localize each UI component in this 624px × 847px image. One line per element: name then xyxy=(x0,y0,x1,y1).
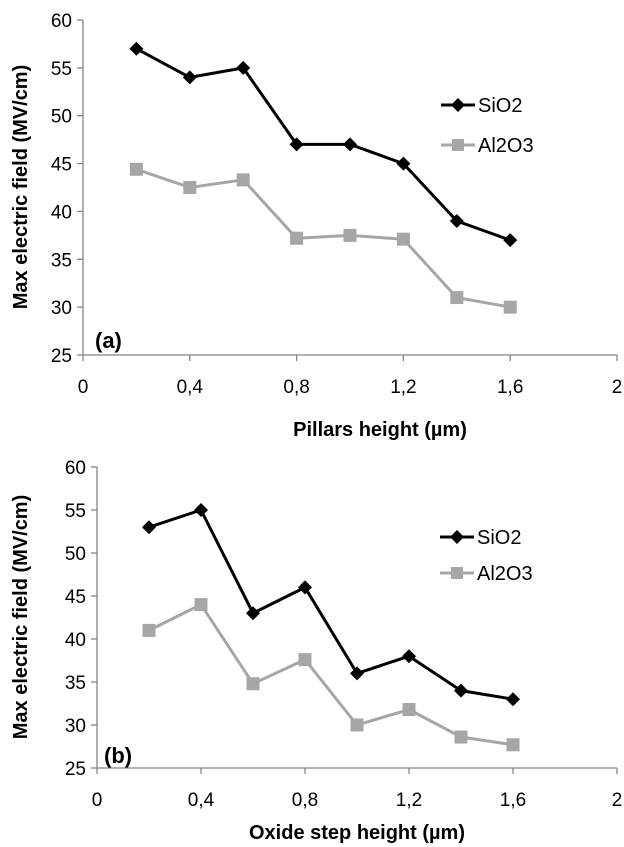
series-layer xyxy=(129,41,518,314)
y-axis-title: Max electric field (MV/cm) xyxy=(10,495,32,740)
data-point-sio2 xyxy=(289,137,304,152)
y-tick-labels: 25 30 35 40 45 50 55 60 xyxy=(65,458,97,780)
data-point-al2o3 xyxy=(350,718,364,732)
series-line-al2o3 xyxy=(135,167,511,309)
data-point-al2o3 xyxy=(290,231,304,245)
series-line-al2o3 xyxy=(148,603,514,747)
data-point-sio2 xyxy=(350,666,364,681)
data-point-sio2 xyxy=(236,60,251,75)
legend-marker-al2o3 xyxy=(451,567,463,579)
y-tick-label: 30 xyxy=(65,716,86,737)
x-tick-label: 1,6 xyxy=(497,377,523,398)
y-tick-label: 55 xyxy=(51,59,72,80)
data-point-sio2 xyxy=(182,70,197,85)
x-axis-title: Pillars height (µm) xyxy=(293,419,467,441)
y-tick-label: 35 xyxy=(51,250,72,271)
legend-marker-sio2 xyxy=(450,530,464,544)
y-tick-label: 30 xyxy=(51,298,72,319)
x-tick-labels: 0 0,4 0,8 1,2 1,6 2 xyxy=(92,768,623,811)
x-tick-labels: 0 0,4 0,8 1,2 1,6 2 xyxy=(78,355,623,398)
x-tick-label: 0,8 xyxy=(292,790,318,811)
data-point-al2o3 xyxy=(402,703,416,717)
y-tick-label: 45 xyxy=(51,155,72,176)
x-tick-label: 2 xyxy=(612,790,623,811)
x-tick-label: 0,4 xyxy=(177,377,204,398)
y-tick-label: 25 xyxy=(65,759,86,780)
data-point-al2o3 xyxy=(343,228,357,242)
data-point-sio2 xyxy=(142,520,156,535)
legend-label-al2o3: Al2O3 xyxy=(478,135,534,157)
data-point-al2o3 xyxy=(450,291,464,305)
y-tick-label: 50 xyxy=(51,107,72,128)
data-point-al2o3 xyxy=(236,173,250,187)
legend: SiO2 Al2O3 xyxy=(441,95,534,157)
data-point-al2o3 xyxy=(142,623,156,637)
legend-marker-al2o3 xyxy=(452,139,464,151)
y-tick-label: 60 xyxy=(51,11,72,32)
data-point-sio2 xyxy=(246,606,260,621)
data-point-sio2 xyxy=(503,233,518,248)
legend-marker-sio2 xyxy=(451,98,465,112)
x-tick-label: 1,2 xyxy=(396,790,422,811)
data-point-al2o3 xyxy=(396,232,410,246)
y-tick-label: 45 xyxy=(65,587,86,608)
data-point-sio2 xyxy=(506,692,520,707)
data-point-sio2 xyxy=(454,683,468,698)
data-point-al2o3 xyxy=(506,738,520,752)
panel-label: (b) xyxy=(104,743,132,768)
data-point-sio2 xyxy=(129,41,144,56)
data-point-sio2 xyxy=(449,214,464,228)
data-point-al2o3 xyxy=(194,598,208,612)
x-tick-label: 1,2 xyxy=(390,377,416,398)
data-point-al2o3 xyxy=(298,653,312,667)
y-tick-label: 50 xyxy=(65,544,86,565)
data-point-al2o3 xyxy=(183,181,197,194)
data-point-sio2 xyxy=(343,137,357,152)
panel-label: (a) xyxy=(95,328,122,353)
x-tick-label: 0 xyxy=(92,790,103,811)
y-tick-label: 60 xyxy=(65,458,86,479)
chart-panel-a: 25 30 35 40 45 50 55 60 0 0,4 0,8 1,2 1,6 2 Pillars … xyxy=(10,11,622,441)
series-layer xyxy=(142,503,520,752)
y-tick-labels: 25 30 35 40 45 50 55 60 xyxy=(51,11,83,367)
series-line-sio2 xyxy=(148,508,514,701)
legend-label-sio2: SiO2 xyxy=(477,527,521,549)
x-axis-title: Oxide step height (µm) xyxy=(249,822,465,844)
y-tick-label: 25 xyxy=(51,346,72,367)
legend-label-sio2: SiO2 xyxy=(478,95,522,117)
data-point-sio2 xyxy=(298,580,312,595)
y-tick-label: 40 xyxy=(51,202,72,223)
x-tick-label: 1,6 xyxy=(500,790,526,811)
y-axis-title: Max electric field (MV/cm) xyxy=(10,65,32,310)
x-tick-label: 2 xyxy=(612,377,623,398)
x-tick-label: 0,4 xyxy=(188,790,215,811)
data-point-al2o3 xyxy=(503,300,517,314)
data-point-sio2 xyxy=(194,503,208,517)
y-tick-label: 35 xyxy=(65,673,86,694)
legend: SiO2 Al2O3 xyxy=(440,527,533,585)
x-tick-label: 0 xyxy=(78,377,89,398)
y-tick-label: 40 xyxy=(65,630,86,651)
data-point-al2o3 xyxy=(129,162,143,176)
series-line-sio2 xyxy=(135,47,511,242)
data-point-al2o3 xyxy=(454,730,468,744)
data-point-sio2 xyxy=(396,156,411,171)
y-tick-label: 55 xyxy=(65,501,86,522)
chart-panel-b: 25 30 35 40 45 50 55 60 0 0,4 0,8 1,2 1,6 2 Oxide st… xyxy=(10,458,622,844)
data-point-sio2 xyxy=(402,649,416,664)
x-tick-label: 0,8 xyxy=(283,377,309,398)
data-point-al2o3 xyxy=(246,677,260,691)
legend-label-al2o3: Al2O3 xyxy=(477,563,533,585)
